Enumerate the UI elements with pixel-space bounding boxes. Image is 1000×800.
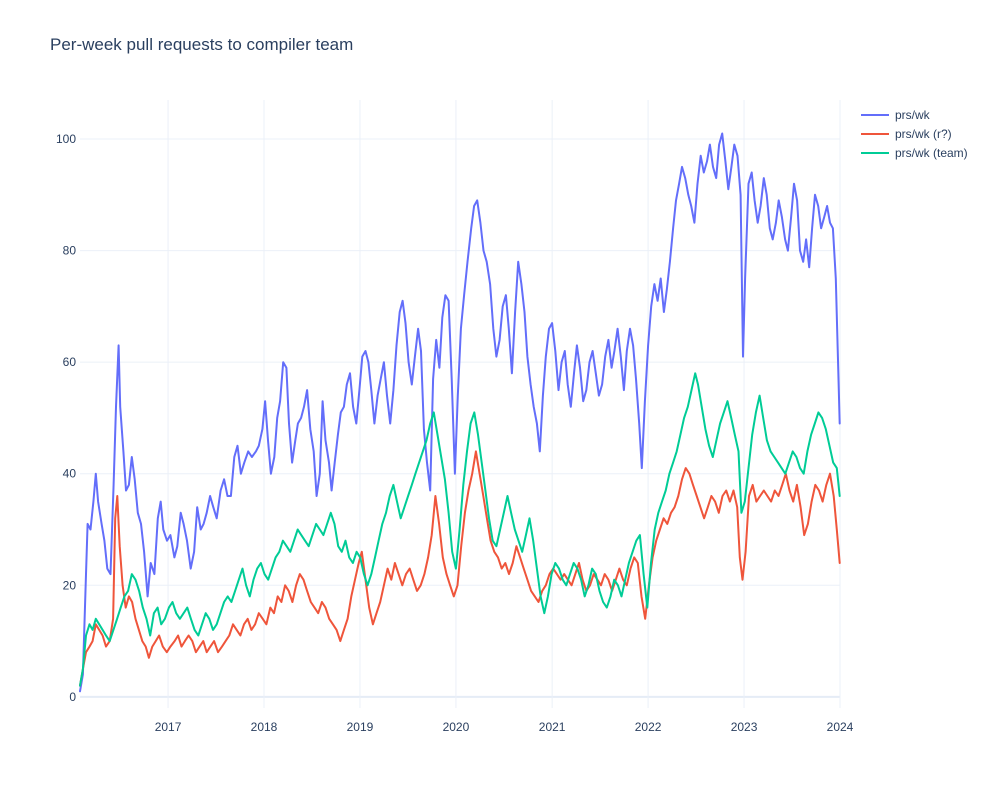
x-tick-label: 2022 — [635, 720, 662, 734]
series-line-1 — [79, 132, 841, 693]
y-tick-label: 100 — [56, 132, 76, 146]
x-tick-label: 2024 — [827, 720, 854, 734]
x-tick-label: 2021 — [539, 720, 566, 734]
legend[interactable]: prs/wk prs/wk (r?) prs/wk (team) — [861, 108, 968, 160]
y-tick-label: 0 — [69, 690, 76, 704]
legend-item[interactable]: prs/wk (r?) — [861, 127, 952, 141]
series-group — [79, 132, 841, 693]
y-tick-label: 80 — [63, 244, 77, 258]
x-axis: 2017 2018 2019 2020 2021 2022 2023 2024 — [155, 720, 854, 734]
legend-label: prs/wk (team) — [895, 146, 968, 160]
x-tick-label: 2019 — [347, 720, 374, 734]
legend-item[interactable]: prs/wk — [861, 108, 931, 122]
chart-title: Per-week pull requests to compiler team — [50, 35, 353, 54]
x-tick-label: 2017 — [155, 720, 182, 734]
y-tick-label: 40 — [63, 467, 77, 481]
x-tick-label: 2020 — [443, 720, 470, 734]
y-tick-label: 20 — [63, 578, 77, 592]
legend-label: prs/wk (r?) — [895, 127, 952, 141]
series-line-3 — [79, 372, 841, 687]
legend-label: prs/wk — [895, 108, 931, 122]
x-tick-label: 2023 — [731, 720, 758, 734]
x-tick-label: 2018 — [251, 720, 278, 734]
y-axis: 0 20 40 60 80 100 — [56, 132, 76, 704]
legend-item[interactable]: prs/wk (team) — [861, 146, 968, 160]
series-line-2 — [79, 450, 841, 687]
y-tick-label: 60 — [63, 355, 77, 369]
